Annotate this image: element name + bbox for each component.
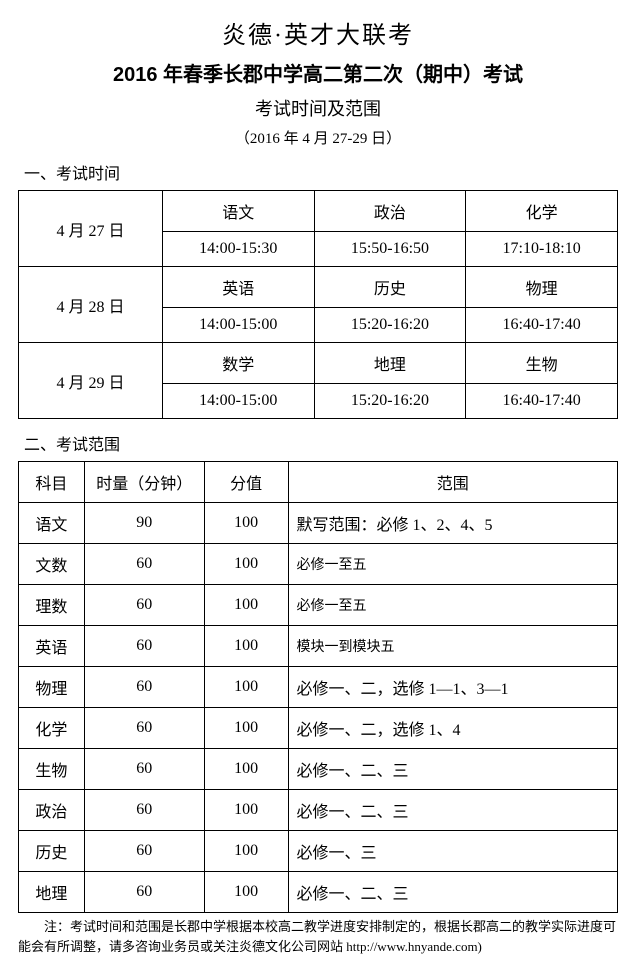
scope-range-cell: 默写范围：必修 1、2、4、5 xyxy=(288,503,617,544)
schedule-subject-cell: 数学 xyxy=(162,343,314,384)
section-2-heading: 二、考试范围 xyxy=(18,431,618,455)
scope-subject-cell: 化学 xyxy=(19,708,85,749)
scope-score-cell: 100 xyxy=(204,667,288,708)
schedule-subject-cell: 政治 xyxy=(314,191,466,232)
scope-duration-cell: 60 xyxy=(84,790,204,831)
main-title-1: 炎德·英才大联考 xyxy=(18,15,618,50)
scope-subject-cell: 生物 xyxy=(19,749,85,790)
table-row: 文数60100必修一至五 xyxy=(19,544,618,585)
scope-header-cell: 科目 xyxy=(19,462,85,503)
scope-header-cell: 分值 xyxy=(204,462,288,503)
table-row: 地理60100必修一、二、三 xyxy=(19,872,618,913)
schedule-time-cell: 16:40-17:40 xyxy=(466,384,618,419)
schedule-subject-cell: 语文 xyxy=(162,191,314,232)
schedule-date-cell: 4 月 29 日 xyxy=(19,343,163,419)
main-title-3: 考试时间及范围 xyxy=(18,95,618,121)
scope-table: 科目时量（分钟）分值范围语文90100默写范围：必修 1、2、4、5文数6010… xyxy=(18,461,618,913)
scope-duration-cell: 60 xyxy=(84,544,204,585)
scope-subject-cell: 物理 xyxy=(19,667,85,708)
scope-range-cell: 必修一、二、三 xyxy=(288,872,617,913)
schedule-table: 4 月 27 日语文政治化学 14:00-15:3015:50-16:5017:1… xyxy=(18,190,618,419)
scope-duration-cell: 60 xyxy=(84,831,204,872)
scope-duration-cell: 60 xyxy=(84,749,204,790)
scope-score-cell: 100 xyxy=(204,708,288,749)
scope-score-cell: 100 xyxy=(204,503,288,544)
scope-subject-cell: 理数 xyxy=(19,585,85,626)
schedule-time-cell: 15:50-16:50 xyxy=(314,232,466,267)
scope-range-cell: 模块一到模块五 xyxy=(288,626,617,667)
schedule-time-cell: 14:00-15:00 xyxy=(162,384,314,419)
scope-score-cell: 100 xyxy=(204,585,288,626)
schedule-subject-cell: 历史 xyxy=(314,267,466,308)
scope-header-cell: 时量（分钟） xyxy=(84,462,204,503)
scope-score-cell: 100 xyxy=(204,749,288,790)
table-row: 英语60100模块一到模块五 xyxy=(19,626,618,667)
table-row: 理数60100必修一至五 xyxy=(19,585,618,626)
scope-range-cell: 必修一至五 xyxy=(288,544,617,585)
scope-range-cell: 必修一、二、三 xyxy=(288,790,617,831)
scope-duration-cell: 90 xyxy=(84,503,204,544)
schedule-subject-cell: 英语 xyxy=(162,267,314,308)
schedule-subject-cell: 地理 xyxy=(314,343,466,384)
schedule-date-cell: 4 月 28 日 xyxy=(19,267,163,343)
schedule-time-cell: 15:20-16:20 xyxy=(314,384,466,419)
schedule-time-cell: 14:00-15:30 xyxy=(162,232,314,267)
section-1-heading: 一、考试时间 xyxy=(18,160,618,184)
scope-duration-cell: 60 xyxy=(84,626,204,667)
scope-range-cell: 必修一、二，选修 1、4 xyxy=(288,708,617,749)
schedule-time-cell: 15:20-16:20 xyxy=(314,308,466,343)
table-row: 政治60100必修一、二、三 xyxy=(19,790,618,831)
scope-subject-cell: 文数 xyxy=(19,544,85,585)
scope-subject-cell: 历史 xyxy=(19,831,85,872)
table-row: 物理60100必修一、二，选修 1—1、3—1 xyxy=(19,667,618,708)
table-row: 历史60100必修一、三 xyxy=(19,831,618,872)
schedule-subject-cell: 物理 xyxy=(466,267,618,308)
scope-duration-cell: 60 xyxy=(84,585,204,626)
scope-subject-cell: 语文 xyxy=(19,503,85,544)
scope-header-cell: 范围 xyxy=(288,462,617,503)
scope-score-cell: 100 xyxy=(204,544,288,585)
scope-subject-cell: 英语 xyxy=(19,626,85,667)
scope-score-cell: 100 xyxy=(204,872,288,913)
scope-range-cell: 必修一、二、三 xyxy=(288,749,617,790)
scope-subject-cell: 地理 xyxy=(19,872,85,913)
table-row: 化学60100必修一、二，选修 1、4 xyxy=(19,708,618,749)
scope-range-cell: 必修一、三 xyxy=(288,831,617,872)
schedule-time-cell: 14:00-15:00 xyxy=(162,308,314,343)
schedule-subject-cell: 化学 xyxy=(466,191,618,232)
table-row: 生物60100必修一、二、三 xyxy=(19,749,618,790)
scope-subject-cell: 政治 xyxy=(19,790,85,831)
schedule-subject-cell: 生物 xyxy=(466,343,618,384)
scope-score-cell: 100 xyxy=(204,790,288,831)
scope-score-cell: 100 xyxy=(204,831,288,872)
scope-duration-cell: 60 xyxy=(84,872,204,913)
scope-duration-cell: 60 xyxy=(84,708,204,749)
schedule-date-cell: 4 月 27 日 xyxy=(19,191,163,267)
scope-score-cell: 100 xyxy=(204,626,288,667)
table-row: 语文90100默写范围：必修 1、2、4、5 xyxy=(19,503,618,544)
main-title-4: （2016 年 4 月 27-29 日） xyxy=(18,127,618,148)
scope-range-cell: 必修一、二，选修 1—1、3—1 xyxy=(288,667,617,708)
scope-range-cell: 必修一至五 xyxy=(288,585,617,626)
footnote: 注：考试时间和范围是长郡中学根据本校高二教学进度安排制定的，根据长郡高二的教学实… xyxy=(18,917,618,956)
scope-duration-cell: 60 xyxy=(84,667,204,708)
main-title-2: 2016 年春季长郡中学高二第二次（期中）考试 xyxy=(18,58,618,87)
schedule-time-cell: 17:10-18:10 xyxy=(466,232,618,267)
schedule-time-cell: 16:40-17:40 xyxy=(466,308,618,343)
